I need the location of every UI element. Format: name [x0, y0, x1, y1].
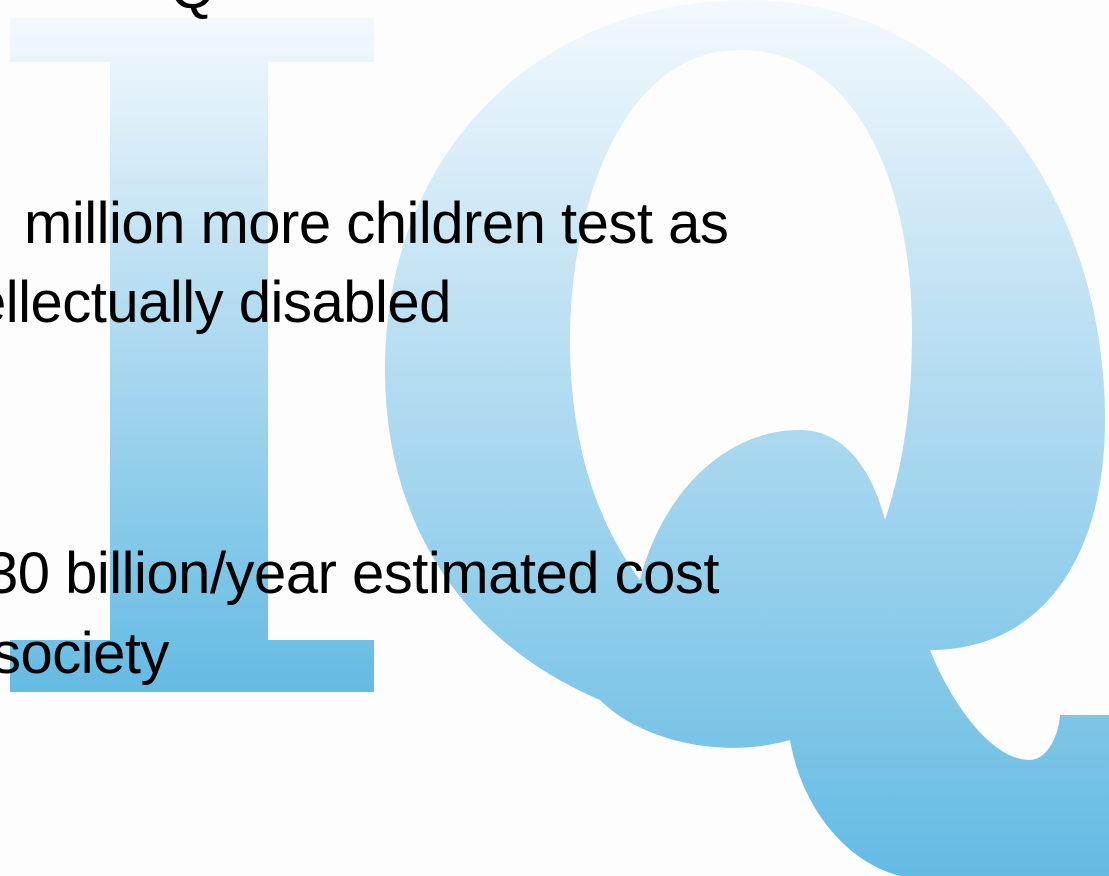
bullet-1-line-2: ellectually disabled	[0, 270, 451, 335]
letter-i-shape	[10, 18, 374, 692]
bullet-2-line-2: society	[0, 621, 170, 686]
bullet-1-line-1: million more children test as	[24, 191, 729, 256]
bullet-2-line-1: 30 billion/year estimated cost	[0, 541, 719, 606]
letter-q-shape	[385, 0, 1109, 876]
top-text-fragment: Q	[170, 0, 215, 18]
